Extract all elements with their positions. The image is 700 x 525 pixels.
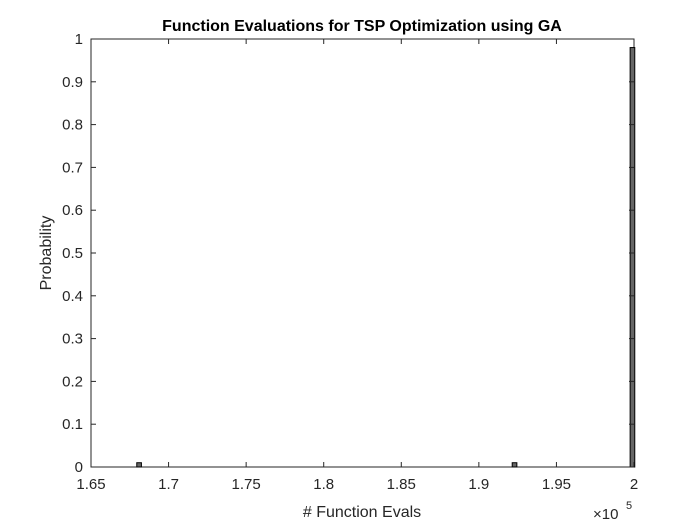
bar-2 — [629, 47, 636, 468]
x-exponent-power: 5 — [626, 500, 632, 512]
y-tick-label: 0.3 — [62, 331, 83, 348]
y-axis-label: Probability — [38, 216, 55, 291]
x-tick-label: 1.65 — [76, 476, 105, 493]
x-tick-label: 1.85 — [387, 476, 416, 493]
y-tick-label: 0 — [75, 459, 83, 476]
x-tick-label: 1.75 — [232, 476, 261, 493]
y-ticks: 0 0.1 0.2 0.3 0.4 0.5 0.6 0.7 0.8 0.9 1 — [62, 31, 634, 476]
chart-title: Function Evaluations for TSP Optimizatio… — [162, 18, 562, 35]
x-ticks: 1.65 1.7 1.75 1.8 1.85 1.9 1.95 2 — [76, 39, 638, 493]
y-tick-label: 0.7 — [62, 159, 83, 176]
axes — [90, 38, 635, 468]
plot-area — [90, 38, 635, 468]
bar-0 — [136, 462, 142, 468]
y-tick-label: 1 — [75, 31, 83, 48]
y-tick-label: 0.5 — [62, 245, 83, 262]
y-tick-label: 0.8 — [62, 117, 83, 134]
bar-1 — [511, 462, 518, 468]
x-exponent-label: ×10 5 — [593, 500, 632, 523]
x-exponent-base: ×10 — [593, 506, 618, 523]
y-tick-label: 0.2 — [62, 373, 83, 390]
y-tick-label: 0.6 — [62, 202, 83, 219]
x-tick-label: 1.7 — [158, 476, 179, 493]
x-tick-label: 2 — [630, 476, 638, 493]
y-tick-label: 0.4 — [62, 288, 83, 305]
y-tick-label: 0.1 — [62, 416, 83, 433]
x-axis-label: # Function Evals — [303, 504, 421, 521]
x-tick-label: 1.95 — [542, 476, 571, 493]
x-tick-label: 1.9 — [468, 476, 489, 493]
y-tick-label: 0.9 — [62, 74, 83, 91]
x-tick-label: 1.8 — [313, 476, 334, 493]
